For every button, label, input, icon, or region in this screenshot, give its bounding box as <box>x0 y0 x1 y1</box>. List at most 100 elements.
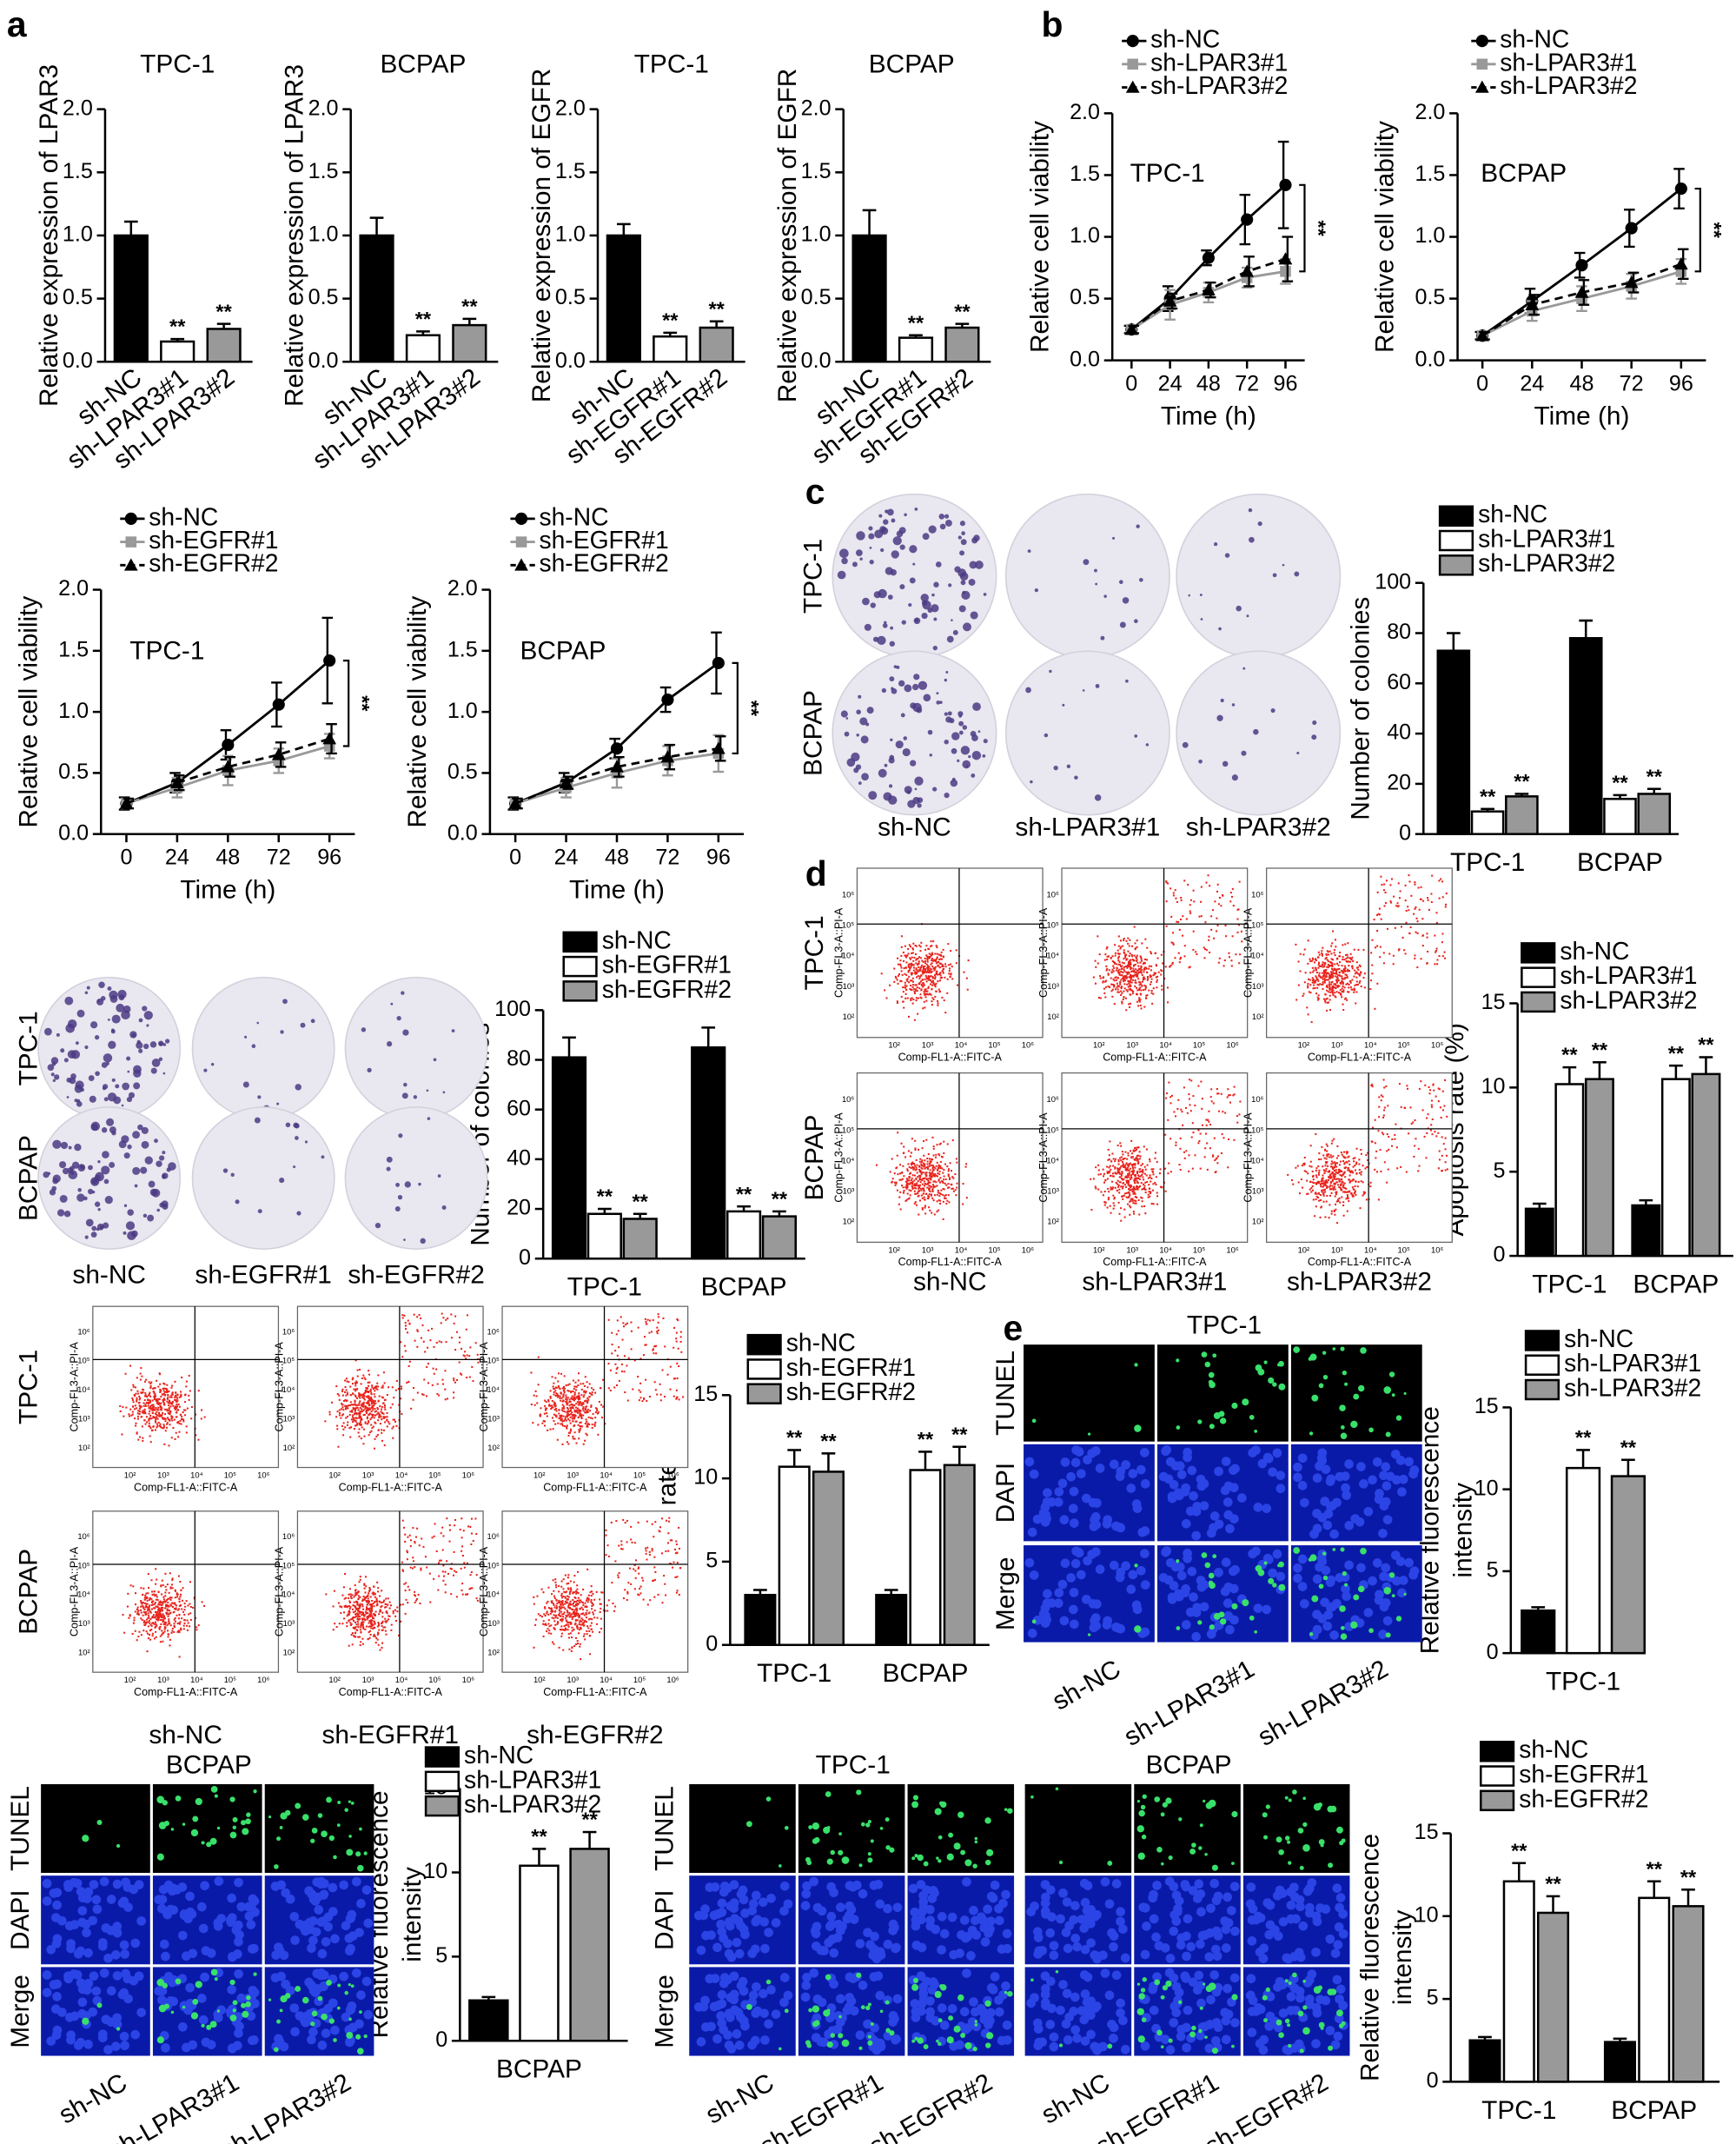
bar <box>943 1464 976 1646</box>
flow-event <box>931 953 934 956</box>
flow-event <box>1116 957 1119 959</box>
flow-event <box>905 1185 908 1187</box>
inset-label: TPC-1 <box>1130 159 1205 188</box>
flow-event <box>155 1421 157 1424</box>
flow-event <box>1130 1206 1132 1209</box>
colony <box>1044 733 1049 738</box>
flow-event <box>1131 992 1134 995</box>
flow-event <box>1120 1219 1123 1222</box>
flow-event <box>152 1425 155 1428</box>
flow-event <box>1322 946 1324 949</box>
colony <box>63 1210 71 1218</box>
colony <box>1103 594 1107 598</box>
flow-event <box>1135 1157 1137 1159</box>
flow-event <box>916 1164 918 1166</box>
flow-event <box>1389 900 1392 903</box>
colony <box>401 991 405 995</box>
colony <box>858 781 862 786</box>
flow-event <box>1329 1204 1331 1206</box>
flow-event <box>1114 1165 1116 1169</box>
flow-event <box>1313 980 1315 983</box>
flow-event <box>1173 1111 1176 1113</box>
flow-event <box>144 1412 147 1415</box>
flow-event <box>1141 980 1143 983</box>
flow-event <box>912 942 915 945</box>
colony <box>918 680 928 690</box>
flow-event <box>943 1175 945 1178</box>
flow-event <box>1309 972 1312 974</box>
flow-event <box>1118 971 1121 973</box>
flow-event <box>910 962 912 965</box>
flow-event <box>926 990 929 992</box>
flow-event <box>363 1435 366 1437</box>
flow-event <box>923 991 925 993</box>
flow-event <box>1335 984 1337 986</box>
y-tick-label: 0 <box>1487 1640 1499 1664</box>
legend-label: sh-EGFR#2 <box>602 975 732 1003</box>
panel-label: a <box>7 4 27 44</box>
flow-event <box>1132 1212 1136 1215</box>
flow-event <box>938 1143 941 1145</box>
flow-event <box>183 1394 186 1397</box>
colony <box>877 635 886 646</box>
flow-event <box>1335 1191 1337 1194</box>
flow-event <box>1382 889 1386 892</box>
flow-event <box>1324 971 1327 973</box>
colony <box>1049 669 1052 674</box>
flow-event <box>1114 944 1116 946</box>
flow-event <box>900 980 903 983</box>
flow-event <box>1322 975 1325 978</box>
flow-event <box>1135 1199 1137 1202</box>
flow-event <box>1369 979 1372 982</box>
flow-event <box>1430 1104 1433 1106</box>
flow-event <box>914 1139 917 1142</box>
flow-event <box>368 1434 370 1437</box>
flow-event <box>1335 972 1337 974</box>
bar <box>551 1056 587 1260</box>
flow-event <box>918 983 920 986</box>
flow-event <box>1342 1191 1345 1193</box>
flow-event <box>1167 1172 1169 1175</box>
flow-event <box>1154 972 1156 974</box>
marker <box>1575 259 1588 272</box>
colony <box>147 1214 155 1222</box>
marker <box>660 750 675 763</box>
flow-event <box>1327 966 1329 969</box>
flow-event <box>952 1190 955 1192</box>
flow-event <box>155 1418 157 1421</box>
colony <box>859 717 868 726</box>
flow-event <box>1341 979 1343 982</box>
flow-event <box>1107 1178 1110 1180</box>
marker <box>271 747 286 760</box>
flow-event <box>1136 1180 1138 1183</box>
flow-event <box>1325 972 1328 975</box>
colony <box>103 1084 109 1090</box>
flow-event <box>918 1168 921 1171</box>
flow-event <box>1135 1148 1138 1151</box>
flow-event <box>910 999 912 1001</box>
flow-event <box>1164 966 1167 968</box>
flow-event <box>1307 1192 1309 1195</box>
flow-event <box>1218 1110 1221 1112</box>
flow-event <box>1345 1160 1348 1163</box>
colony <box>870 602 876 608</box>
flow-event <box>414 1339 416 1342</box>
flow-event <box>158 1397 161 1400</box>
flow-event <box>180 1395 182 1398</box>
flow-event <box>1348 1190 1351 1192</box>
flow-event <box>154 1412 156 1415</box>
flow-event <box>343 1391 346 1393</box>
flow-event <box>368 1407 370 1410</box>
flow-event <box>1319 965 1322 967</box>
flow-event <box>907 1150 910 1152</box>
flow-event <box>1343 965 1346 967</box>
flow-event <box>1144 985 1147 987</box>
flow-event <box>180 1413 182 1416</box>
flow-event <box>942 1193 944 1196</box>
flow-event <box>346 1393 349 1396</box>
colony <box>917 803 922 808</box>
flow-event <box>1349 1172 1352 1174</box>
flow-event <box>142 1439 144 1442</box>
flow-event <box>1326 986 1329 989</box>
x-tick-label: TPC-1 <box>1450 848 1525 877</box>
